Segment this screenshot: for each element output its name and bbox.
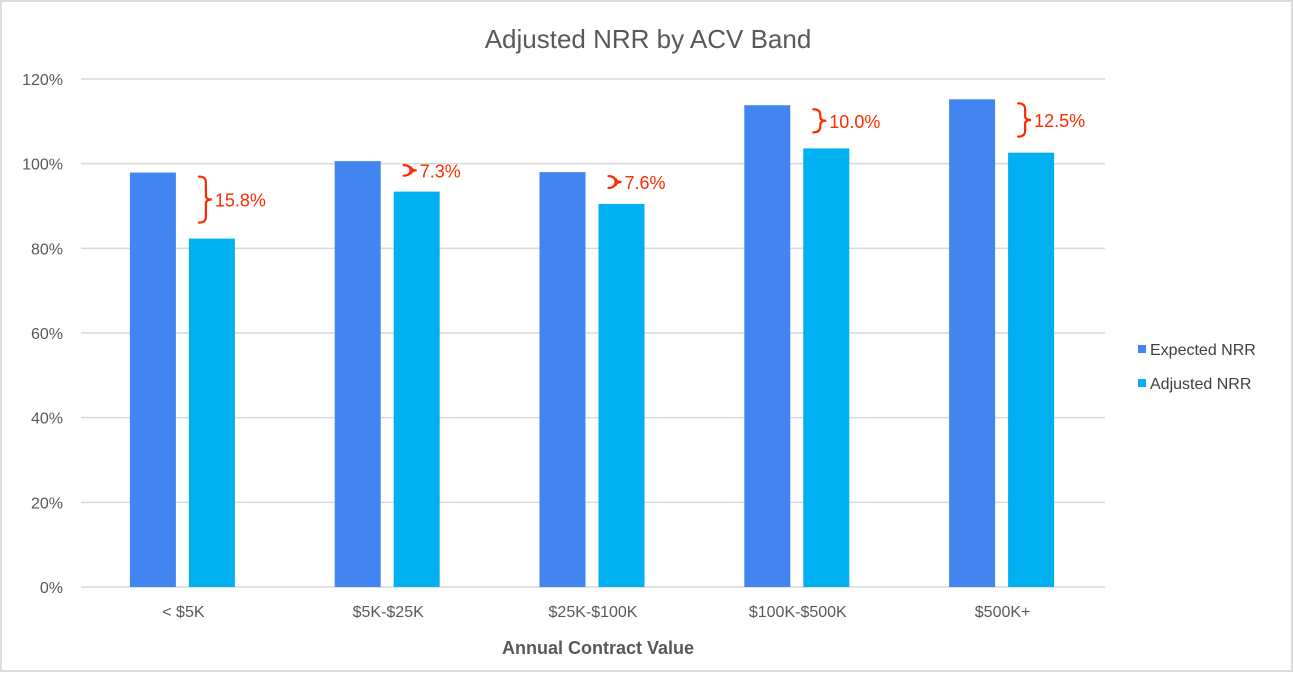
x-tick-label: $100K-$500K <box>749 604 847 621</box>
legend-swatch <box>1138 345 1146 353</box>
y-tick-label: 120% <box>22 72 63 89</box>
bars <box>129 99 1055 588</box>
gridlines <box>81 78 1105 588</box>
gap-label: 7.6% <box>625 173 666 193</box>
y-tick-label: 60% <box>31 326 63 343</box>
y-tick-label: 40% <box>31 411 63 428</box>
gap-label: 15.8% <box>215 191 266 211</box>
gap-label: 10.0% <box>829 112 880 132</box>
gap-label: 12.5% <box>1034 111 1085 131</box>
brace-icon <box>402 164 417 177</box>
brace-icon <box>812 108 827 134</box>
adjusted-nrr-bar <box>1008 152 1055 587</box>
brace-icon <box>197 175 212 224</box>
expected-nrr-bar <box>949 99 996 587</box>
x-tick-label: $500K+ <box>975 604 1031 621</box>
x-tick-label: $25K-$100K <box>549 604 638 621</box>
x-axis-title: Annual Contract Value <box>502 638 694 658</box>
expected-nrr-bar <box>129 172 176 587</box>
brace-icon <box>1017 102 1032 138</box>
y-tick-label: 100% <box>22 157 63 174</box>
adjusted-nrr-bar <box>393 191 440 587</box>
adjusted-nrr-bar <box>803 148 850 587</box>
expected-nrr-bar <box>744 105 791 587</box>
y-tick-label: 0% <box>40 580 63 597</box>
adjusted-nrr-bar <box>188 238 235 587</box>
adjusted-nrr-bar <box>598 203 645 587</box>
expected-nrr-bar <box>334 161 381 588</box>
y-axis-ticks: 0% 20% 40% 60% 80% 100% 120% <box>22 72 63 597</box>
expected-nrr-bar <box>539 172 586 587</box>
y-tick-label: 80% <box>31 241 63 258</box>
x-tick-label: < $5K <box>162 604 205 621</box>
brace-icon <box>607 175 622 189</box>
legend: Expected NRR Adjusted NRR <box>1138 342 1256 393</box>
legend-swatch <box>1138 379 1146 387</box>
legend-label: Expected NRR <box>1150 342 1256 359</box>
chart-title: Adjusted NRR by ACV Band <box>485 24 812 54</box>
legend-label: Adjusted NRR <box>1150 376 1251 393</box>
gap-annotations: 15.8% 7.3% 7.6% 10.0% 12.5% <box>197 102 1085 224</box>
x-axis-ticks: < $5K $5K-$25K $25K-$100K $100K-$500K $500K+ <box>162 604 1030 621</box>
y-tick-label: 20% <box>31 495 63 512</box>
gap-label: 7.3% <box>420 161 461 181</box>
x-tick-label: $5K-$25K <box>353 604 424 621</box>
